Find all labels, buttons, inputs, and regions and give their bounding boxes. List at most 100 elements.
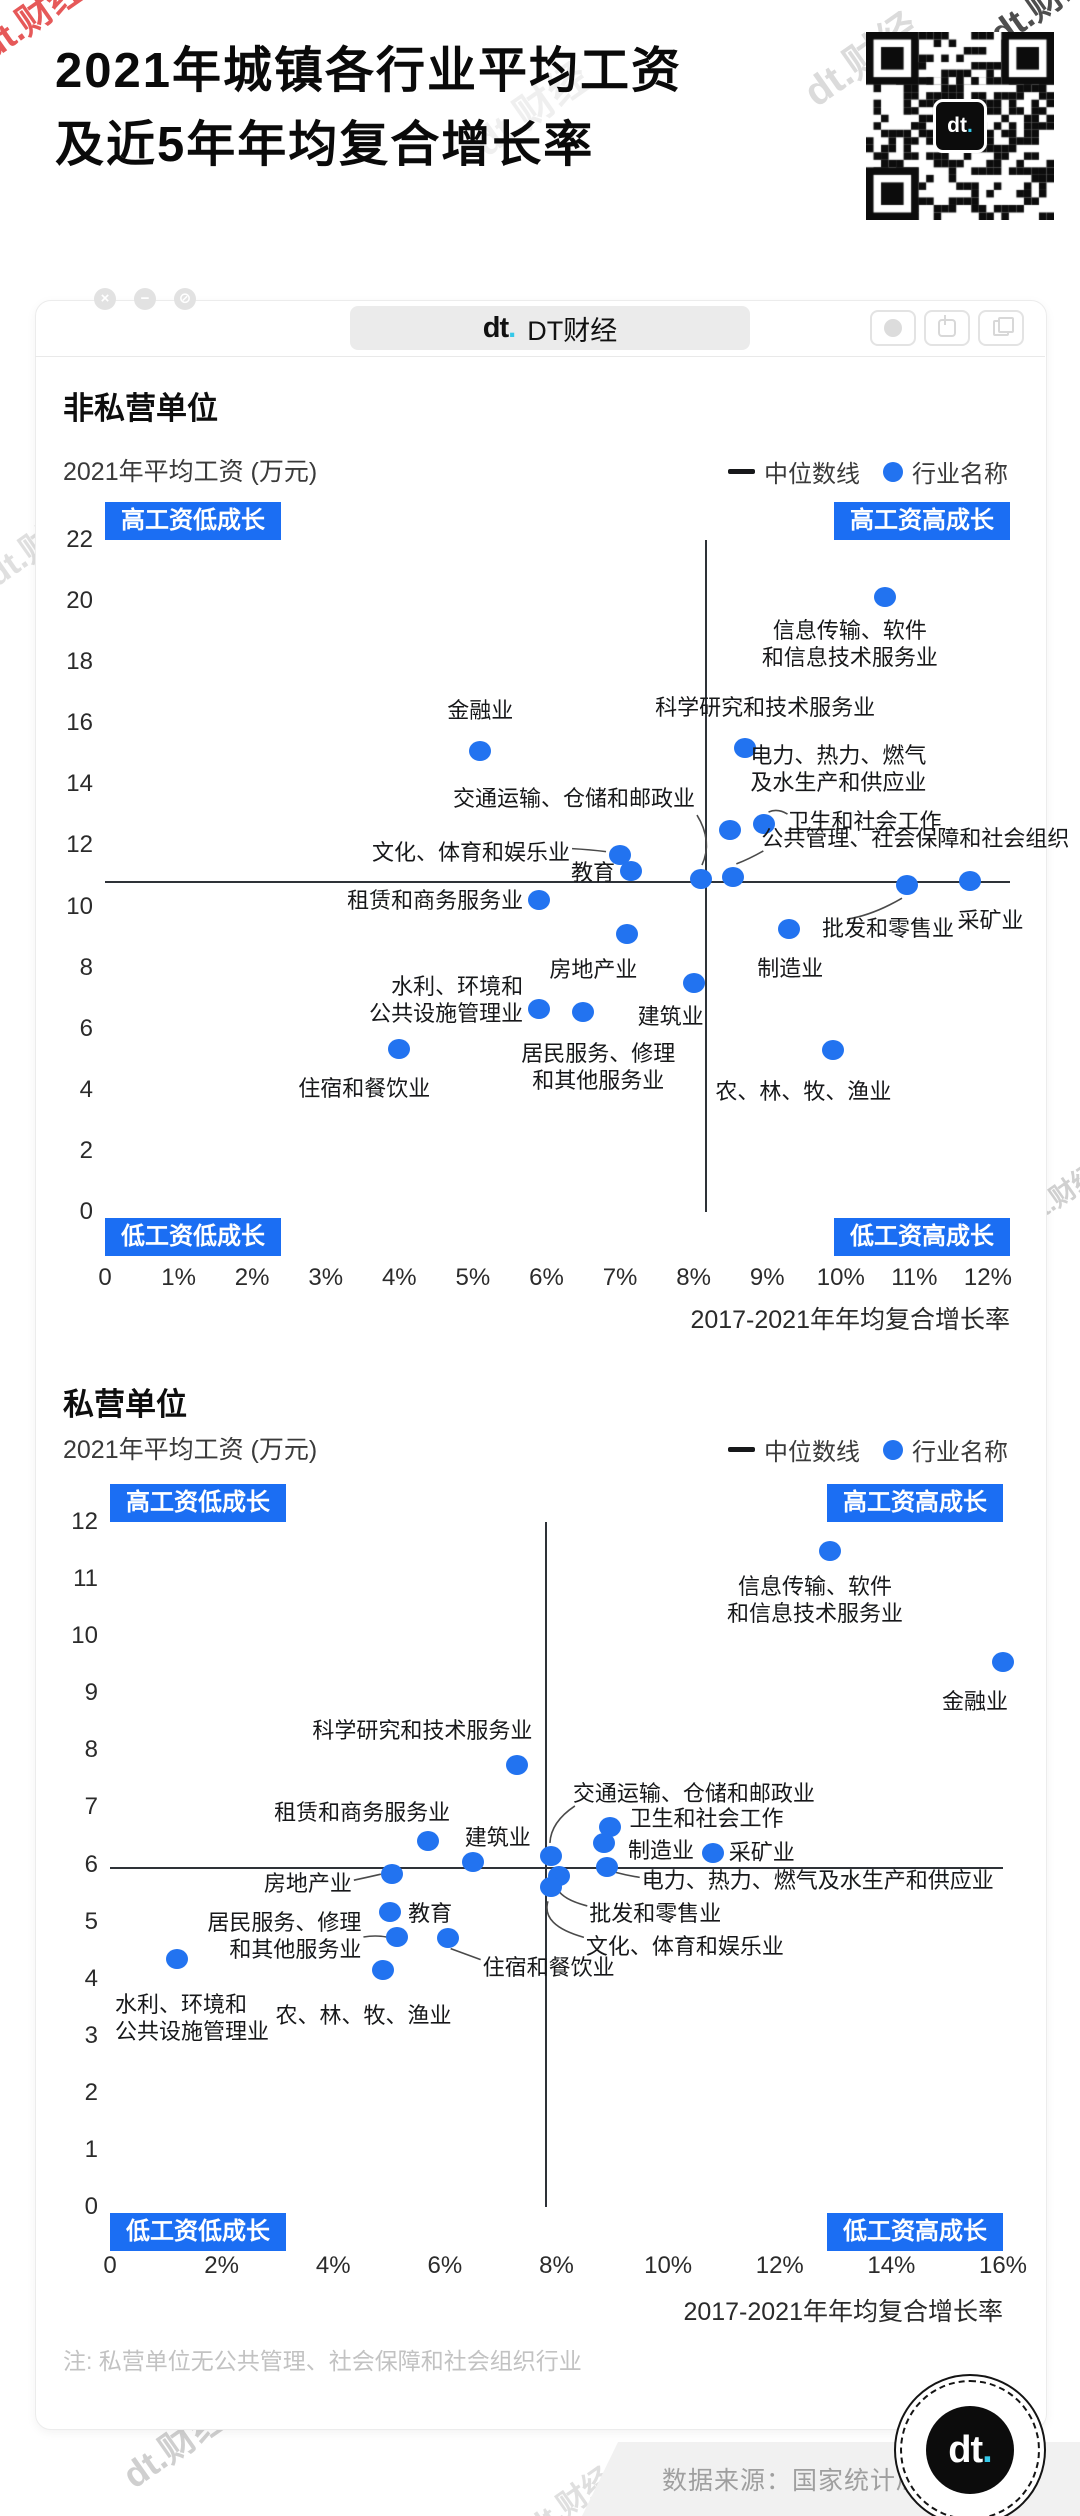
- y-tick-label: 8: [84, 1736, 98, 1764]
- point-label: 采矿业: [728, 1840, 795, 1866]
- y-tick-label: 0: [84, 2193, 98, 2220]
- point-label: 采矿业: [957, 907, 1024, 933]
- point-label: 农、林、牧、渔业: [715, 1079, 892, 1105]
- median-line-legend-icon: [728, 1447, 755, 1452]
- point-label: 信息传输、软件 和信息技术服务业: [761, 617, 938, 670]
- x-tick-label: 14%: [867, 2252, 916, 2279]
- y-tick-label: 7: [84, 1793, 98, 1821]
- data-point: [722, 866, 745, 887]
- legend-industry-label: 行业名称: [912, 1439, 1008, 1466]
- data-point: [436, 1927, 459, 1948]
- point-label: 交通运输、仓储和邮政业: [452, 786, 695, 812]
- point-label: 交通运输、仓储和邮政业: [572, 1780, 815, 1806]
- point-label: 制造业: [627, 1837, 694, 1863]
- quadrant-badge-bottom-left: 低工资低成长: [110, 2213, 286, 2251]
- x-tick-label: 0: [98, 1264, 112, 1291]
- point-label: 制造业: [757, 956, 824, 982]
- chart-legend: 中位数线 行业名称: [728, 1432, 1008, 1467]
- data-point: [822, 1040, 845, 1061]
- y-tick-label: 0: [79, 1198, 93, 1225]
- point-label: 住宿和餐饮业: [298, 1075, 431, 1101]
- y-tick-label: 11: [73, 1565, 98, 1593]
- x-tick-label: 16%: [978, 2252, 1028, 2279]
- x-axis-title: 2017-2021年年均复合增长率: [690, 1306, 1010, 1334]
- point-label: 文化、体育和娱乐业: [585, 1934, 784, 1960]
- industry-dot-legend-icon: [883, 1439, 903, 1460]
- y-tick-label: 14: [66, 770, 93, 798]
- close-icon[interactable]: ×: [94, 288, 116, 310]
- point-label: 文化、体育和娱乐业: [372, 839, 571, 865]
- quadrant-badge-bottom-right: 低工资高成长: [827, 2213, 1003, 2251]
- point-label: 电力、热力、燃气及水生产和供应业: [641, 1868, 994, 1894]
- circle-icon: [884, 319, 902, 337]
- y-tick-label: 3: [84, 2021, 98, 2049]
- data-point: [372, 1960, 395, 1981]
- quadrant-badge-top-right: 高工资高成长: [827, 1484, 1003, 1522]
- y-tick-label: 9: [84, 1679, 98, 1707]
- point-label: 房地产业: [263, 1871, 352, 1897]
- point-label: 农、林、牧、渔业: [275, 2003, 452, 2029]
- data-point: [958, 870, 981, 891]
- point-label: 公共管理、社会保障和社会组织: [761, 825, 1070, 851]
- data-point: [682, 972, 705, 993]
- y-axis-unit-label: 2021年平均工资 (万元): [63, 1436, 318, 1464]
- minimize-icon[interactable]: −: [134, 288, 156, 310]
- data-point: [620, 861, 643, 882]
- y-tick-label: 6: [79, 1014, 93, 1042]
- section-title: 非私营单位: [63, 391, 218, 426]
- copy-button[interactable]: [978, 310, 1024, 346]
- data-point: [539, 1845, 562, 1866]
- point-label: 居民服务、修理 和其他服务业: [521, 1040, 676, 1093]
- x-tick-label: 10%: [816, 1264, 865, 1291]
- data-point: [528, 890, 551, 911]
- page-title-line1: 2021年城镇各行业平均工资: [55, 44, 683, 98]
- y-tick-label: 22: [66, 526, 93, 553]
- x-tick-label: 2%: [234, 1264, 270, 1291]
- quadrant-badge-bottom-left: 低工资低成长: [105, 1218, 281, 1256]
- record-button[interactable]: [870, 310, 916, 346]
- data-point: [701, 1843, 724, 1864]
- x-tick-label: 6%: [529, 1264, 564, 1291]
- quadrant-badge-top-right: 高工资高成长: [834, 502, 1010, 540]
- x-tick-label: 7%: [602, 1264, 638, 1291]
- legend-median-label: 中位数线: [764, 461, 860, 488]
- x-tick-label: 9%: [749, 1264, 785, 1291]
- dt-logo-icon: dt.: [933, 99, 987, 153]
- point-label: 电力、热力、燃气及水生产和供应业: [750, 743, 927, 796]
- industry-dot-legend-icon: [883, 461, 903, 482]
- median-line-legend-icon: [728, 469, 755, 474]
- tab-label: DT财经: [527, 315, 618, 346]
- data-point: [539, 1877, 562, 1898]
- point-label: 卫生和社会工作: [787, 809, 942, 835]
- point-label: 金融业: [941, 1688, 1008, 1714]
- dt-badge-logo: dt.: [894, 2374, 1046, 2516]
- y-tick-label: 1: [84, 2135, 98, 2163]
- point-label: 水利、环境和 公共设施管理业: [114, 1991, 269, 2044]
- point-label: 租赁和商务服务业: [347, 888, 524, 914]
- data-point: [388, 1038, 411, 1059]
- x-tick-label: 11%: [891, 1264, 938, 1291]
- data-point: [734, 737, 757, 758]
- browser-tab[interactable]: dt. DT财经: [350, 306, 750, 350]
- x-tick-label: 0: [103, 2252, 117, 2279]
- data-point: [895, 875, 918, 896]
- point-label: 房地产业: [549, 957, 638, 983]
- share-button[interactable]: [924, 310, 970, 346]
- data-point: [379, 1901, 402, 1922]
- data-point: [380, 1864, 403, 1885]
- data-point: [417, 1830, 440, 1851]
- data-point: [469, 740, 492, 761]
- data-point: [528, 998, 551, 1019]
- data-point: [873, 586, 896, 607]
- data-point: [572, 1001, 595, 1022]
- point-label: 批发和零售业: [821, 916, 954, 942]
- block-icon[interactable]: ⊘: [174, 288, 196, 310]
- legend-industry-label: 行业名称: [912, 461, 1008, 488]
- y-tick-label: 6: [84, 1850, 98, 1878]
- data-point: [598, 1817, 621, 1838]
- point-label: 信息传输、软件 和信息技术服务业: [726, 1573, 903, 1626]
- data-point: [719, 820, 742, 841]
- x-tick-label: 3%: [308, 1264, 344, 1291]
- point-label: 住宿和餐饮业: [482, 1954, 615, 1980]
- y-tick-label: 2: [84, 2078, 98, 2106]
